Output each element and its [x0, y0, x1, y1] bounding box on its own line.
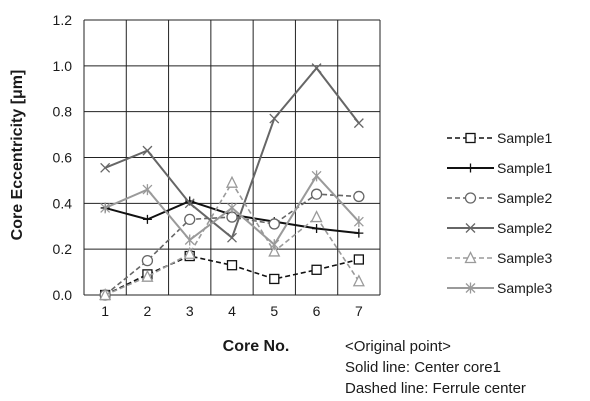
y-tick-label: 0.0	[53, 287, 73, 303]
marker-circle	[464, 192, 477, 204]
marker-square	[353, 254, 365, 265]
marker-asterisk	[311, 170, 322, 182]
marker-circle	[141, 254, 154, 267]
y-tick-labels: 0.0 0.2 0.4 0.6 0.8 1.0 1.2	[53, 12, 73, 303]
marker-asterisk	[465, 282, 476, 294]
x-tick-label: 3	[186, 303, 194, 319]
marker-triangle	[268, 244, 281, 257]
x-tick-labels: 1 2 3 4 5 6 7	[101, 303, 363, 319]
marker-asterisk	[227, 202, 237, 214]
marker-x	[311, 63, 322, 74]
marker-square	[226, 260, 238, 271]
legend-label: Sample3	[497, 280, 552, 296]
legend-label: Sample2	[497, 190, 552, 206]
marker-plus	[142, 214, 152, 224]
legend-label: Sample2	[497, 220, 552, 236]
grid	[83, 19, 381, 296]
marker-triangle	[464, 251, 477, 264]
x-axis-label: Core No.	[223, 338, 290, 355]
marker-x	[269, 113, 280, 124]
marker-asterisk	[100, 202, 111, 214]
y-tick-label: 0.6	[53, 150, 73, 166]
y-tick-label: 1.0	[53, 58, 73, 74]
marker-plus	[312, 224, 322, 234]
legend: Sample1 Sample1 Sample2 Sample2 Sample3 Sampl…	[447, 130, 552, 296]
marker-x	[353, 118, 364, 129]
note-solid-line: Solid line: Center core1	[345, 359, 501, 376]
marker-circle	[268, 218, 280, 230]
marker-triangle	[99, 288, 112, 301]
x-tick-label: 5	[270, 303, 278, 319]
marker-triangle	[183, 246, 196, 259]
x-tick-label: 4	[228, 303, 236, 319]
marker-x	[465, 223, 476, 233]
x-tick-label: 7	[355, 303, 363, 319]
marker-plus	[466, 163, 475, 173]
x-tick-label: 6	[313, 303, 321, 319]
marker-square	[269, 273, 280, 285]
marker-x	[227, 232, 237, 243]
legend-label: Sample1	[497, 160, 552, 176]
marker-asterisk	[142, 184, 153, 196]
y-axis-label: Core Eccentricity [μm]	[9, 70, 26, 241]
marker-x	[142, 145, 153, 156]
x-tick-label: 1	[101, 303, 109, 319]
marker-asterisk	[184, 234, 195, 246]
note-dashed-line: Dashed line: Ferrule center	[345, 380, 526, 397]
marker-circle	[310, 188, 323, 200]
marker-x	[100, 162, 111, 173]
marker-circle	[353, 190, 365, 203]
marker-circle	[226, 211, 238, 223]
legend-label: Sample1	[497, 130, 552, 146]
marker-circle	[184, 213, 196, 226]
marker-triangle	[225, 175, 239, 188]
y-tick-label: 1.2	[53, 12, 73, 28]
marker-asterisk	[353, 216, 364, 228]
marker-plus	[354, 228, 364, 238]
marker-square	[311, 264, 322, 275]
note-original-point: <Original point>	[345, 338, 451, 355]
marker-asterisk	[269, 239, 280, 251]
marker-x	[184, 198, 195, 209]
y-tick-label: 0.4	[53, 195, 73, 211]
marker-triangle	[352, 274, 365, 287]
series-lines	[99, 63, 365, 301]
legend-label: Sample3	[497, 250, 552, 266]
x-tick-label: 2	[144, 303, 152, 319]
y-tick-label: 0.2	[53, 241, 73, 257]
marker-triangle	[310, 210, 323, 223]
y-tick-label: 0.8	[53, 104, 73, 120]
marker-square	[465, 132, 476, 144]
marker-triangle	[141, 269, 154, 282]
